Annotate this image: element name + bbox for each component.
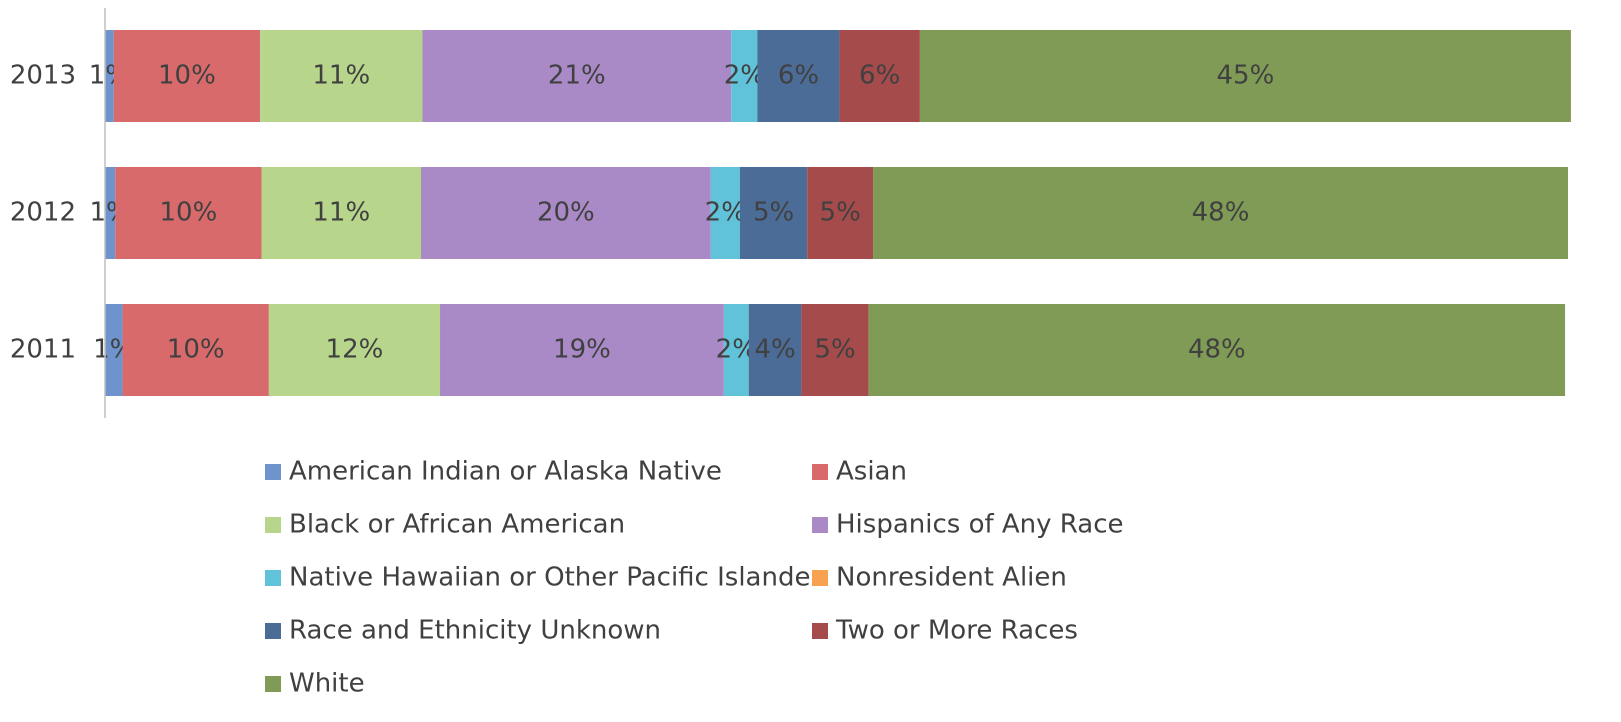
data-label: 11% <box>312 61 370 91</box>
legend-label: White <box>289 669 365 699</box>
legend-swatch <box>812 570 828 586</box>
data-label: 12% <box>326 335 384 365</box>
bar-segment <box>115 167 262 259</box>
bar-segment <box>868 304 1566 396</box>
legend-swatch <box>812 623 828 639</box>
legend-swatch <box>812 464 828 480</box>
y-tick-label: 2011 <box>10 335 76 365</box>
bar-segment <box>731 30 758 122</box>
bar-segment <box>739 167 808 259</box>
bar-segment <box>440 304 724 396</box>
data-label: 10% <box>159 198 217 228</box>
data-label: 2% <box>705 198 746 228</box>
legend-swatch <box>265 464 281 480</box>
legend-label: Two or More Races <box>835 616 1078 646</box>
bar-segment <box>801 304 869 396</box>
data-label: 48% <box>1192 198 1250 228</box>
data-label: 19% <box>553 335 611 365</box>
bar-segment <box>710 167 740 259</box>
bar-segment <box>919 30 1571 122</box>
bar-segment <box>748 304 802 396</box>
bar-segment <box>757 30 840 122</box>
data-label: 5% <box>753 198 794 228</box>
legend-swatch <box>265 517 281 533</box>
legend-swatch <box>265 570 281 586</box>
bar-segment <box>839 30 920 122</box>
data-label: 5% <box>814 335 855 365</box>
data-label: 6% <box>859 61 900 91</box>
data-label: 10% <box>167 335 225 365</box>
bar-segment <box>105 167 116 259</box>
bar-segment <box>105 304 123 396</box>
legend-label: Asian <box>836 457 907 487</box>
data-label: 21% <box>548 61 606 91</box>
data-label: 5% <box>820 198 861 228</box>
bar-segment <box>807 167 874 259</box>
legend-label: Hispanics of Any Race <box>836 510 1124 540</box>
bar-segment <box>113 30 261 122</box>
data-label: 11% <box>312 198 370 228</box>
legend-swatch <box>265 623 281 639</box>
data-label: 45% <box>1217 61 1275 91</box>
legend-label: Native Hawaiian or Other Pacific Islande… <box>289 563 821 593</box>
bar-segment <box>260 30 423 122</box>
bar-segment <box>422 30 732 122</box>
bar-segment <box>261 167 422 259</box>
bar-segment <box>873 167 1568 259</box>
data-label: 6% <box>778 61 819 91</box>
bar-segment <box>105 30 114 122</box>
bar-segment <box>723 304 749 396</box>
legend-label: American Indian or Alaska Native <box>289 457 722 487</box>
legend-label: Race and Ethnicity Unknown <box>289 616 661 646</box>
bar-segment <box>122 304 269 396</box>
data-label: 20% <box>537 198 595 228</box>
y-tick-label: 2012 <box>10 198 76 228</box>
data-label: 10% <box>158 61 216 91</box>
y-tick-label: 2013 <box>10 61 76 91</box>
bar-segment <box>268 304 441 396</box>
legend-label: Nonresident Alien <box>836 563 1067 593</box>
bar-segment <box>421 167 711 259</box>
data-label: 48% <box>1188 335 1246 365</box>
legend-swatch <box>265 676 281 692</box>
data-label: 4% <box>754 335 795 365</box>
legend-swatch <box>812 517 828 533</box>
legend-label: Black or African American <box>289 510 625 540</box>
